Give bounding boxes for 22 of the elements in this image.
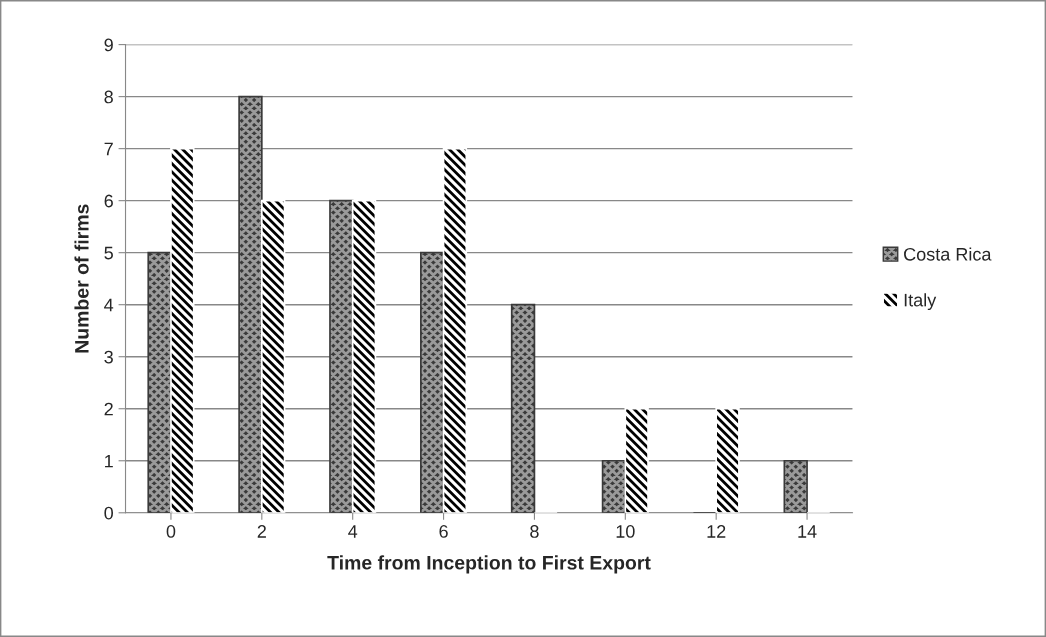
y-tick-label: 0 (104, 506, 114, 520)
legend-label: Costa Rica (904, 247, 992, 261)
y-tick-label: 9 (104, 38, 113, 52)
y-tick-label: 7 (104, 142, 113, 156)
y-tick-label: 5 (104, 246, 113, 260)
y-tick-label: 1 (105, 454, 113, 468)
y-axis-title: Number of firms (74, 204, 89, 353)
x-tick-label: 12 (707, 525, 726, 538)
x-tick-label: 6 (439, 525, 448, 538)
y-tick-label: 6 (104, 194, 113, 208)
y-tick-label: 3 (104, 350, 113, 364)
y-tick-label: 8 (104, 90, 113, 104)
x-tick-label: 4 (348, 525, 358, 538)
x-tick-label: 14 (798, 525, 817, 538)
x-axis-title: Time from Inception to First Export (327, 555, 651, 574)
x-tick-label: 8 (530, 525, 539, 538)
x-tick-label: 2 (257, 525, 266, 538)
x-tick-label: 0 (166, 525, 176, 538)
x-tick-label: 10 (616, 525, 635, 538)
y-tick-label: 4 (104, 298, 114, 312)
y-tick-label: 2 (104, 402, 113, 416)
legend-label: Italy (904, 293, 937, 311)
